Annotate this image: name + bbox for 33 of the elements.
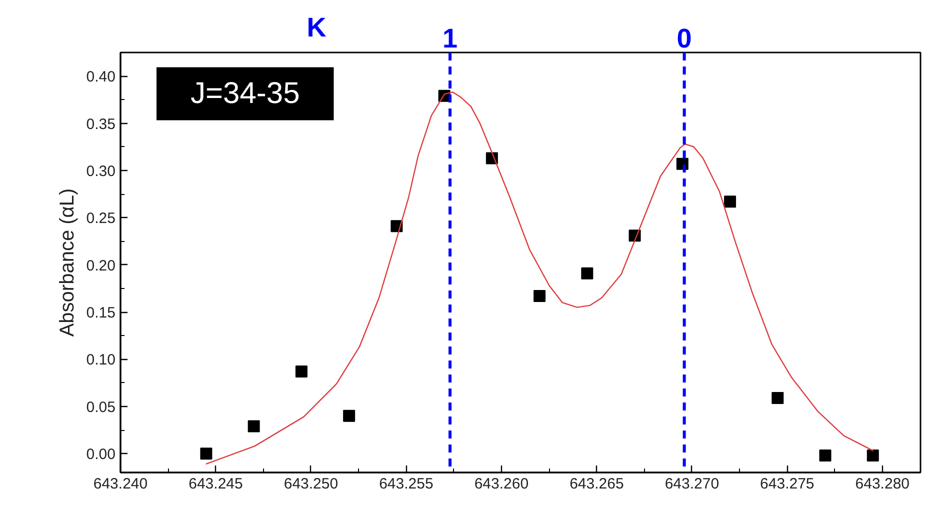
point <box>343 410 356 422</box>
point <box>200 448 212 460</box>
y-tick-label: 0.00 <box>86 446 116 464</box>
point <box>772 392 784 404</box>
x-tick-label: 643.255 <box>379 476 434 492</box>
x-tick-label: 643.270 <box>664 476 720 492</box>
annotation: 0 <box>676 24 692 54</box>
y-tick-label: 0.15 <box>86 304 116 322</box>
x-tick-label: 643.265 <box>570 476 624 492</box>
x-tick-label: 643.245 <box>188 476 243 492</box>
point <box>866 450 879 462</box>
point <box>295 366 308 378</box>
x-tick-label: 643.260 <box>474 476 529 492</box>
point <box>248 420 260 432</box>
y-axis-title: Absorbance (αL) <box>56 188 78 337</box>
y-tick-label: 0.10 <box>86 352 116 369</box>
x-tick-label: 643.240 <box>93 476 148 492</box>
x-tick-label: 643.250 <box>284 476 338 492</box>
text: K <box>306 12 327 43</box>
y-tick-label: 0.25 <box>86 210 116 228</box>
y-tick-label: 0.20 <box>86 257 116 274</box>
x-tick-label: 643.275 <box>760 476 814 492</box>
y-tick-label: 0.05 <box>86 398 116 416</box>
x-tick-label: 643.280 <box>855 476 910 492</box>
point <box>534 290 546 302</box>
point <box>724 196 736 208</box>
annotation: J=34-35 <box>190 77 300 110</box>
y-tick-label: 0.35 <box>86 116 116 133</box>
y-tick-label: 0.30 <box>86 162 116 180</box>
point <box>581 267 594 280</box>
point <box>819 450 832 462</box>
y-tick-label: 0.40 <box>86 68 116 86</box>
annotation: 1 <box>442 24 458 54</box>
